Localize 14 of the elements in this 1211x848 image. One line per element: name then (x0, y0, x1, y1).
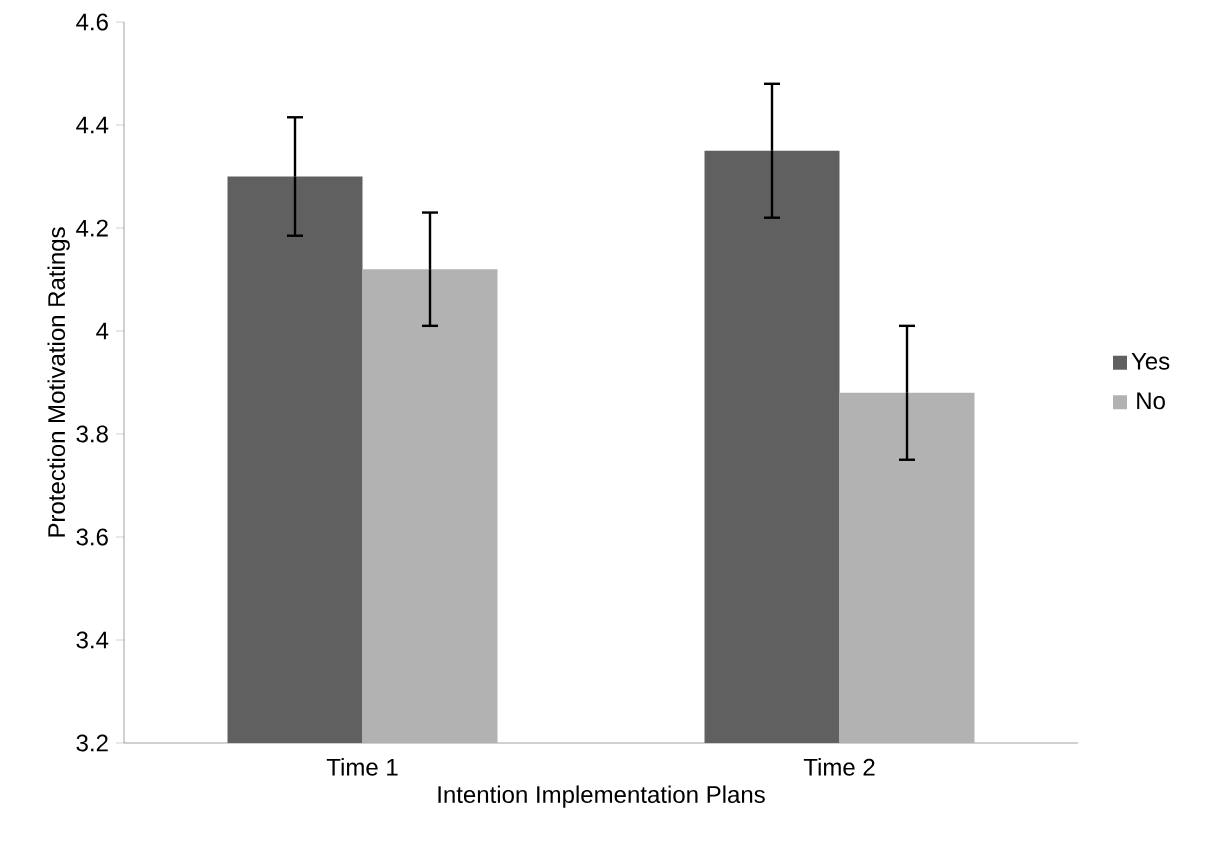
x-tick-label: Time 1 (326, 758, 398, 776)
y-tick-label: 3.8 (76, 425, 108, 443)
y-tick-label: 3.2 (76, 734, 108, 752)
legend-label: No (1137, 392, 1165, 410)
y-tick-label: 3.4 (76, 631, 109, 649)
y-tick-label: 3.6 (76, 528, 108, 546)
x-tick-label: Time 2 (803, 758, 875, 776)
x-axis-title: Intention Implementation Plans (438, 785, 765, 808)
y-tick-label: 4 (96, 322, 109, 340)
y-tick-label: 4.4 (76, 116, 109, 134)
y-tick-label: 4.2 (76, 219, 108, 237)
y-axis-title: Protection Motivation Ratings (47, 227, 70, 537)
y-tick-label: 4.6 (76, 13, 108, 31)
legend-label: Yes (1131, 353, 1170, 370)
